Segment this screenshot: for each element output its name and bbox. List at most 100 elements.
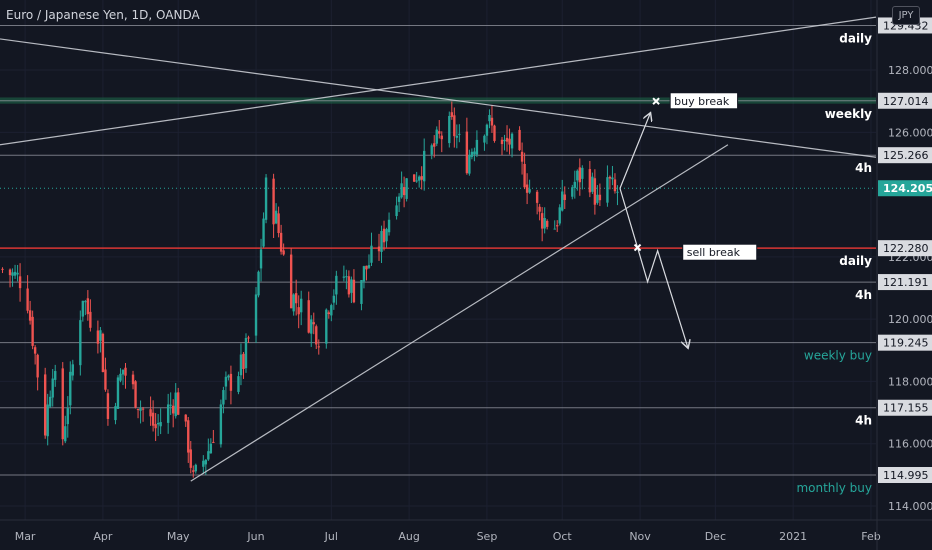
candle-body (229, 373, 233, 391)
projection-path (619, 114, 650, 189)
candle-body (189, 449, 192, 468)
candle-body (242, 353, 245, 370)
projection-path (619, 188, 688, 347)
candle-body (166, 404, 170, 423)
x-tick-label: May (167, 530, 190, 543)
candle-body (433, 143, 436, 147)
candle-body (104, 369, 107, 390)
candle-body (405, 178, 408, 199)
x-marker (633, 243, 642, 252)
candle-body (300, 298, 303, 313)
y-tick-label: 120.000 (888, 313, 932, 326)
candle-body (277, 213, 280, 234)
trendline (0, 38, 877, 158)
y-tick-label: 118.000 (888, 375, 932, 388)
price-label-bg (878, 334, 932, 351)
level-name: daily (839, 254, 872, 268)
candle-body (573, 181, 576, 188)
price-label-bg (878, 180, 932, 197)
x-tick-label: Jun (246, 530, 264, 543)
y-tick-label: 126.000 (888, 126, 932, 139)
candle-body (611, 177, 614, 180)
candle-body (380, 231, 383, 252)
y-tick-label: 114.000 (888, 500, 932, 513)
price-label-bg (878, 92, 932, 109)
candle-body (171, 405, 175, 414)
candle-body (417, 176, 421, 181)
candle-body (18, 276, 22, 289)
candle-body (332, 295, 336, 303)
candle-body (347, 276, 351, 295)
level-name: daily (839, 31, 872, 45)
candle-body (101, 333, 105, 373)
candle-body (99, 330, 102, 341)
currency-badge[interactable]: JPY (892, 6, 920, 25)
candle-body (365, 265, 368, 270)
candle-body (81, 300, 85, 317)
candle-body (440, 135, 443, 140)
price-label: 119.245 (883, 337, 929, 350)
candle-body (387, 219, 391, 233)
candle-body (420, 176, 423, 180)
candle-body (134, 381, 137, 408)
candle-body (262, 218, 265, 247)
candle-body (66, 408, 69, 425)
price-label: 121.191 (883, 276, 929, 289)
candle-body (61, 368, 64, 440)
candle-body (116, 377, 120, 409)
candle-body (96, 330, 100, 344)
candle-body (423, 150, 426, 182)
candle-body (377, 246, 381, 252)
candle-body (450, 112, 453, 117)
candle-body (475, 139, 479, 155)
candle-body (219, 404, 223, 445)
candle-body (335, 275, 338, 295)
candle-body (297, 307, 300, 315)
candle-body (561, 191, 564, 211)
x-tick-label: Mar (15, 530, 36, 543)
candle-body (360, 279, 363, 304)
candle-body (13, 271, 17, 276)
candle-body (257, 271, 260, 296)
price-label: 125.266 (883, 149, 929, 162)
candle-body (139, 408, 142, 411)
candle-body (282, 250, 285, 255)
candle-body (493, 125, 496, 141)
candle-body (89, 311, 92, 328)
candle-body (362, 266, 366, 282)
candle-body (71, 364, 74, 376)
candles-layer (1, 101, 619, 478)
candle-body (350, 279, 353, 293)
candle-body (458, 133, 461, 135)
candle-body (51, 378, 54, 398)
candle-body (227, 375, 230, 378)
candle-body (222, 390, 225, 405)
trendline (190, 144, 729, 482)
candle-body (1, 268, 4, 270)
candle-body (490, 117, 494, 126)
candle-body (556, 225, 559, 227)
candle-body (279, 232, 283, 252)
candle-body (415, 180, 418, 182)
candle-body (500, 139, 504, 145)
x-tick-label: Apr (93, 530, 113, 543)
candle-body (538, 206, 541, 212)
candle-body (264, 177, 268, 220)
candle-body (136, 409, 140, 411)
price-label: 117.155 (883, 402, 929, 415)
annotation-box (682, 243, 758, 261)
x-tick-label: Dec (705, 530, 726, 543)
candle-body (259, 249, 263, 269)
candle-body (119, 373, 122, 381)
candle-body (204, 459, 208, 465)
level-name: weekly (825, 107, 872, 121)
candle-body (596, 194, 599, 203)
price-label-bg (878, 240, 932, 257)
candle-body (212, 441, 215, 443)
candle-body (591, 176, 594, 192)
candle-body (327, 312, 331, 315)
candle-body (395, 205, 398, 217)
candle-body (247, 337, 250, 339)
candle-body (483, 135, 486, 143)
